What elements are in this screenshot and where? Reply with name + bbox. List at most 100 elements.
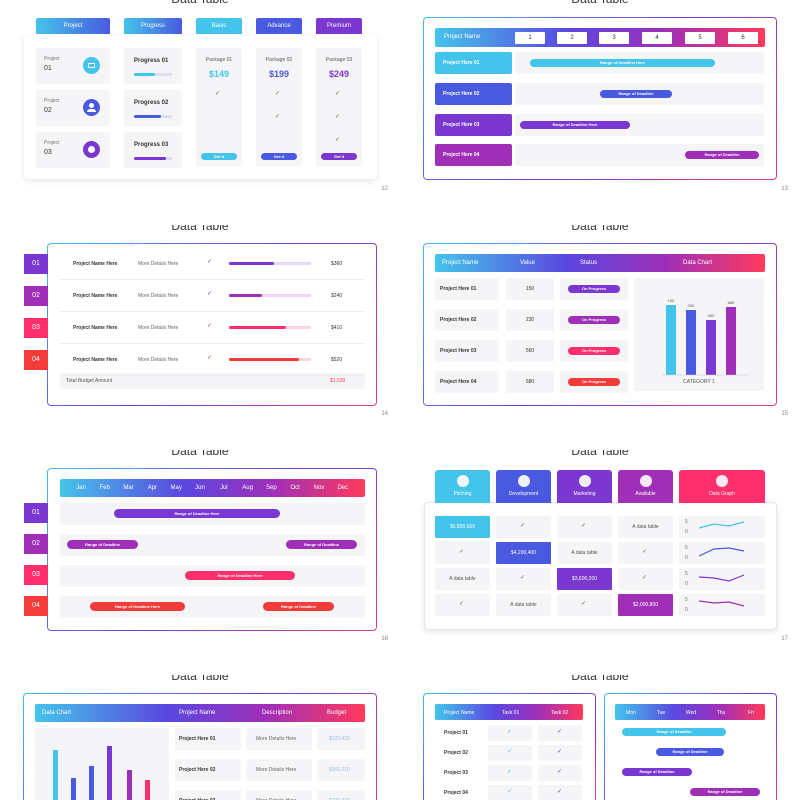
tab-progress[interactable]: Progress (124, 18, 182, 34)
task-cell: ✓ (538, 765, 582, 781)
chart-bar (53, 750, 58, 800)
tab-development[interactable]: Development (496, 470, 551, 503)
progress-label: Progress 03 (134, 142, 169, 148)
sparkline-cell: 5 0 (679, 594, 765, 616)
mini-chart-panel (35, 728, 169, 800)
project-cell-2: Project 02 (36, 90, 110, 126)
row-value: 230 (506, 309, 554, 331)
project-num: 03 (44, 149, 52, 156)
row-name: Project Here 02 (435, 309, 499, 331)
col-5: 5 (685, 32, 715, 44)
check-icon: ✓ (557, 789, 563, 795)
check-icon: ✓ (275, 114, 281, 120)
col-1: 1 (515, 32, 545, 44)
amount-cell: $2,000,800 (618, 594, 673, 616)
bar-label: 150 (668, 298, 675, 303)
amount-cell: $5,800,600 (435, 516, 490, 538)
col-2: 2 (557, 32, 587, 44)
month-header (60, 479, 365, 497)
buy-button[interactable]: Get it (201, 153, 237, 160)
chart-bar (666, 305, 676, 375)
check-icon: ✓ (507, 769, 513, 775)
row-name: Project Here 02 (175, 759, 241, 781)
check-cell: ✓ (618, 568, 673, 590)
row-value: 560 (506, 340, 554, 362)
slide-12: Data Table Project Progress Basic Advanc… (0, 0, 400, 225)
package-name: Package 02 (265, 57, 293, 63)
slide-title: Data Table (571, 450, 629, 458)
buy-button[interactable]: Get it (321, 153, 357, 160)
budget-track (229, 294, 311, 297)
month-sep: Sep (266, 485, 277, 491)
tab-available[interactable]: Available (618, 470, 673, 503)
tab-data-graph[interactable]: Data Graph (679, 470, 765, 503)
tab-basic[interactable]: Basic (196, 18, 242, 34)
deadline-bar: Range of Deadline (622, 728, 726, 736)
task-cell: ✓ (538, 745, 582, 761)
tab-label: Data Graph (709, 491, 735, 497)
check-icon: ✓ (207, 259, 213, 265)
project-num: 02 (44, 107, 52, 114)
tab-label: Available (635, 491, 656, 497)
buy-button[interactable]: Get it (261, 153, 297, 160)
status-badge: On Progress (568, 285, 620, 293)
slide-title: Data Table (171, 675, 229, 683)
status-badge: On Progress (568, 347, 620, 355)
package-price: $249 (328, 69, 350, 79)
tab-premium[interactable]: Premium (316, 18, 362, 34)
tab-advance[interactable]: Advance (256, 18, 302, 34)
day-mon: Mon (626, 710, 636, 716)
project-label: Project (44, 98, 60, 104)
tab-project[interactable]: Project (36, 18, 110, 34)
check-icon: ✓ (207, 355, 213, 361)
check-cell: ✓ (435, 542, 490, 564)
status-header (435, 254, 765, 272)
row-divider (60, 375, 365, 376)
package-price: $199 (268, 69, 290, 79)
month-feb: Feb (99, 485, 110, 491)
check-icon: ✓ (520, 575, 526, 581)
text-cell: A data table (496, 594, 551, 616)
day-tue: Tue (656, 710, 666, 716)
sparkline (698, 547, 745, 557)
bar-label: 230 (688, 303, 695, 308)
progress-fill (134, 157, 167, 160)
text-cell: A data table (557, 542, 612, 564)
row-divider (60, 279, 365, 280)
deadline-bar: Range of Deadline (286, 540, 357, 549)
project-amount: $240 (331, 293, 343, 299)
project-name: Project Name Here (73, 357, 118, 363)
header-task-02: Task 02 (551, 710, 569, 716)
deadline-bar: Range of Deadline Here (185, 571, 295, 580)
tab-label: Marketing (573, 491, 596, 497)
chart-bar (686, 310, 696, 375)
check-cell: ✓ (496, 568, 551, 590)
badge-02: 02 (24, 286, 48, 306)
deadline-bar: Range of Deadline (622, 768, 692, 776)
badge-03: 03 (24, 318, 48, 338)
chart-icon (716, 475, 728, 487)
header-project-name: Project Name (444, 34, 481, 40)
page-number: 16 (381, 636, 388, 642)
project-details: More Details Here (138, 325, 179, 331)
badge-04: 04 (24, 350, 48, 370)
row-label-1: Project Here 01 (435, 52, 512, 74)
row-track-4 (515, 144, 764, 166)
tab-pitching[interactable]: Pitching (435, 470, 490, 503)
tab-label: Pitching (453, 491, 472, 497)
check-icon: ✓ (557, 749, 563, 755)
month-jul: Jul (219, 485, 228, 491)
gear-icon (639, 475, 652, 487)
budget-fill (229, 294, 262, 297)
row-divider (60, 311, 365, 312)
tab-marketing[interactable]: Marketing (557, 470, 612, 503)
chart-bar (726, 307, 736, 375)
header-status: Status (580, 260, 598, 266)
check-icon: ✓ (207, 323, 213, 329)
package-price: $149 (208, 69, 230, 79)
month-aug: Aug (242, 485, 253, 491)
task-header (435, 704, 583, 720)
row-budget: $120,420 (317, 790, 365, 800)
row-label-3: Project Here 03 (435, 114, 512, 136)
chart-bar (145, 780, 150, 800)
